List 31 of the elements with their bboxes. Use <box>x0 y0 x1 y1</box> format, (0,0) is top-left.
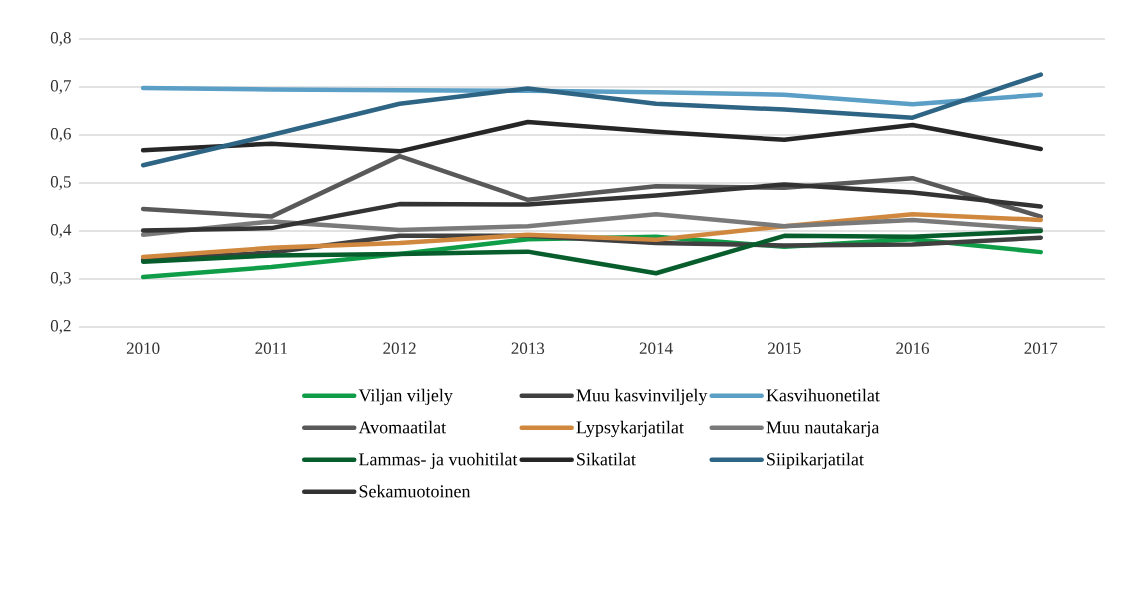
x-tick-label: 2012 <box>383 342 416 355</box>
line-series <box>140 182 1044 233</box>
x-tick-label: 2011 <box>255 342 288 355</box>
legend-label: Sekamuotoinen <box>359 484 471 498</box>
legend-label: Viljan viljely <box>358 388 453 406</box>
legend-label: Muu nautakarja <box>766 420 880 438</box>
x-tick-label: 2017 <box>1024 342 1058 355</box>
legend-label: Lypsykarjatilat <box>576 420 684 438</box>
legend-label: Muu kasvinviljely <box>576 388 708 406</box>
legend-label: Siipikarjatilat <box>767 452 864 470</box>
y-tick-label: 0,8 <box>50 32 71 46</box>
legend-label: Sikatilat <box>577 452 636 466</box>
y-tick-label: 0,2 <box>50 320 71 334</box>
x-tick-label: 2014 <box>639 342 673 355</box>
legend-label: Avomaatilat <box>358 420 447 434</box>
x-tick-label: 2016 <box>896 342 930 355</box>
line-series <box>140 211 1044 238</box>
line-series <box>140 228 1044 276</box>
y-tick-label: 0,7 <box>50 80 71 94</box>
y-tick-label: 0,4 <box>50 224 72 238</box>
x-tick-label: 2015 <box>768 342 801 355</box>
legend-label: Lammas- ja vuohitilat <box>359 452 518 470</box>
legend-label: Kasvihuonetilat <box>766 388 880 402</box>
y-tick-label: 0,6 <box>50 128 71 142</box>
x-tick-label: 2010 <box>126 342 160 355</box>
line-series <box>140 119 1044 154</box>
x-tick-label: 2013 <box>511 342 545 355</box>
y-tick-label: 0,3 <box>50 272 71 286</box>
line-series <box>140 211 1044 260</box>
line-series <box>140 72 1044 168</box>
y-tick-label: 0,5 <box>50 176 71 190</box>
